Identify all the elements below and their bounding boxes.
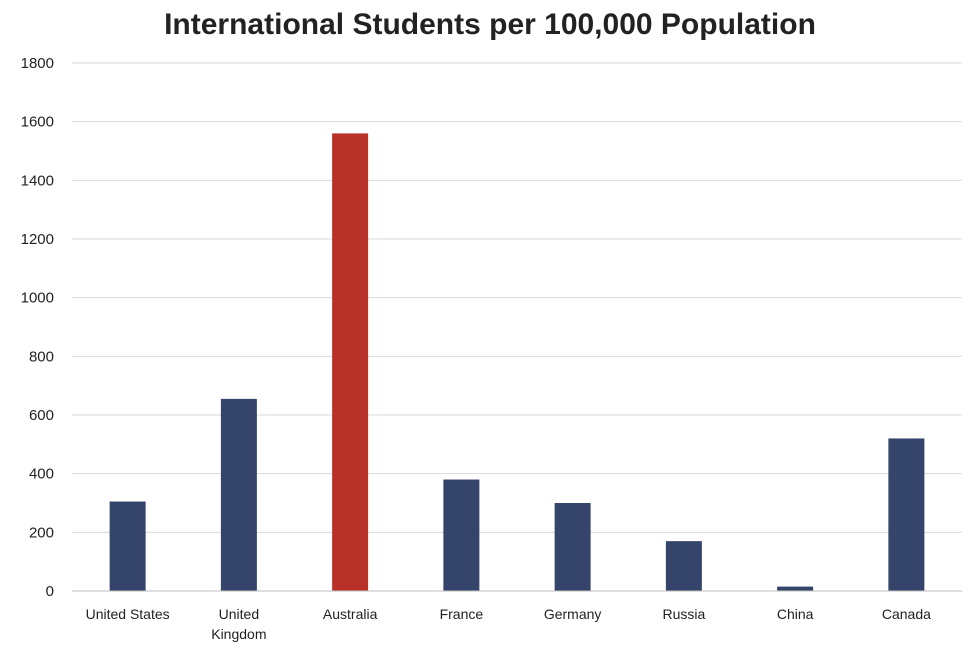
bars <box>109 133 925 591</box>
x-tick-label: Germany <box>544 606 602 622</box>
bar-china <box>777 586 814 591</box>
x-tick-label: United States <box>86 606 170 622</box>
x-tick-label: Kingdom <box>211 626 266 642</box>
bar-germany <box>554 503 591 591</box>
bar-australia <box>332 133 369 591</box>
x-tick-label: China <box>777 606 814 622</box>
y-tick-label: 1000 <box>21 290 54 307</box>
x-tick-label: Canada <box>882 606 931 622</box>
x-tick-label: Australia <box>323 606 378 622</box>
x-tick-label: Russia <box>662 606 705 622</box>
y-axis-ticks: 0 200 400 600 800 1000 1200 1400 1600 1800 <box>21 55 54 600</box>
gridlines <box>72 62 962 533</box>
bar-united-kingdom <box>220 398 257 591</box>
chart-title: International Students per 100,000 Popul… <box>164 8 816 41</box>
bar-canada <box>888 438 925 591</box>
y-tick-label: 1200 <box>21 231 54 248</box>
y-tick-label: 0 <box>46 583 54 600</box>
y-tick-label: 600 <box>29 407 54 424</box>
y-tick-label: 200 <box>29 524 54 541</box>
y-tick-label: 1800 <box>21 55 54 72</box>
bar-russia <box>665 541 702 591</box>
y-tick-label: 1600 <box>21 114 54 131</box>
bar-united-states <box>109 501 146 591</box>
x-axis-labels: United States United Kingdom Australia Franc… <box>86 606 932 642</box>
x-tick-label: United <box>219 606 259 622</box>
y-tick-label: 400 <box>29 466 54 483</box>
y-tick-label: 800 <box>29 348 54 365</box>
x-tick-label: France <box>440 606 484 622</box>
bar-france <box>443 479 480 591</box>
y-tick-label: 1400 <box>21 172 54 189</box>
